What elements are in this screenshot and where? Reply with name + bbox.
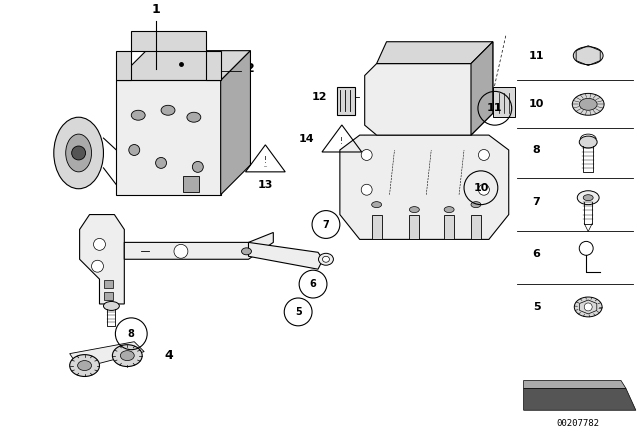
- Ellipse shape: [372, 202, 381, 207]
- Text: 12: 12: [312, 92, 327, 102]
- Text: 7: 7: [323, 220, 330, 229]
- Text: 2: 2: [246, 62, 254, 75]
- Polygon shape: [340, 135, 509, 239]
- Circle shape: [129, 145, 140, 155]
- Text: 11: 11: [487, 103, 502, 113]
- Ellipse shape: [131, 110, 145, 120]
- Text: 8: 8: [128, 329, 134, 339]
- Text: !: !: [340, 137, 343, 146]
- Text: 5: 5: [295, 307, 301, 317]
- Ellipse shape: [241, 248, 252, 255]
- Bar: [493, 87, 515, 117]
- Text: 5: 5: [532, 302, 540, 312]
- Ellipse shape: [120, 351, 134, 361]
- Ellipse shape: [319, 253, 333, 265]
- Text: 8: 8: [532, 145, 540, 155]
- Text: 1: 1: [152, 3, 161, 16]
- Bar: [410, 215, 419, 239]
- Ellipse shape: [572, 93, 604, 115]
- Circle shape: [92, 260, 104, 272]
- Polygon shape: [524, 388, 636, 410]
- Ellipse shape: [323, 256, 330, 262]
- Ellipse shape: [410, 207, 419, 213]
- Ellipse shape: [471, 202, 481, 207]
- Text: 13: 13: [258, 180, 273, 190]
- Ellipse shape: [54, 117, 104, 189]
- Polygon shape: [131, 31, 206, 51]
- Bar: [471, 215, 481, 239]
- Text: 6: 6: [532, 249, 541, 259]
- Ellipse shape: [70, 355, 99, 376]
- Ellipse shape: [66, 134, 92, 172]
- Circle shape: [72, 146, 86, 160]
- Ellipse shape: [579, 99, 597, 110]
- Text: 11: 11: [529, 51, 544, 60]
- Polygon shape: [124, 233, 273, 259]
- Polygon shape: [116, 51, 250, 81]
- Text: 3: 3: [154, 246, 162, 256]
- Circle shape: [479, 184, 490, 195]
- Polygon shape: [248, 242, 323, 269]
- Circle shape: [579, 241, 593, 255]
- Bar: [183, 176, 199, 192]
- Ellipse shape: [161, 105, 175, 115]
- Ellipse shape: [577, 191, 599, 205]
- Ellipse shape: [444, 207, 454, 213]
- Polygon shape: [206, 51, 221, 81]
- Text: 7: 7: [532, 197, 540, 207]
- Polygon shape: [471, 42, 493, 135]
- Ellipse shape: [583, 195, 593, 201]
- Circle shape: [479, 150, 490, 160]
- Bar: [444, 215, 454, 239]
- Polygon shape: [365, 42, 493, 135]
- Circle shape: [361, 184, 372, 195]
- Polygon shape: [376, 42, 493, 64]
- Text: !: !: [264, 156, 267, 165]
- Ellipse shape: [579, 136, 597, 148]
- Polygon shape: [70, 342, 144, 369]
- Ellipse shape: [573, 47, 603, 65]
- Polygon shape: [116, 81, 221, 195]
- Circle shape: [584, 303, 592, 311]
- Bar: [104, 292, 113, 300]
- Ellipse shape: [104, 302, 119, 310]
- Text: 10: 10: [473, 183, 488, 193]
- Ellipse shape: [187, 112, 201, 122]
- Polygon shape: [116, 51, 131, 81]
- Text: 10: 10: [529, 99, 544, 109]
- Ellipse shape: [574, 297, 602, 317]
- Ellipse shape: [113, 345, 142, 366]
- Circle shape: [193, 161, 204, 172]
- Polygon shape: [221, 51, 250, 195]
- Polygon shape: [524, 380, 626, 388]
- Text: ...: ...: [263, 164, 268, 168]
- Text: 9: 9: [339, 188, 347, 198]
- Text: 14: 14: [298, 134, 314, 144]
- Text: 4: 4: [164, 349, 173, 362]
- Bar: [337, 87, 355, 115]
- Bar: [372, 215, 381, 239]
- Polygon shape: [79, 215, 124, 304]
- Circle shape: [361, 150, 372, 160]
- Circle shape: [93, 238, 106, 250]
- Text: 6: 6: [310, 279, 316, 289]
- Circle shape: [156, 157, 166, 168]
- Circle shape: [174, 244, 188, 258]
- Ellipse shape: [77, 361, 92, 370]
- Bar: [104, 280, 113, 288]
- Text: 00207782: 00207782: [557, 419, 600, 428]
